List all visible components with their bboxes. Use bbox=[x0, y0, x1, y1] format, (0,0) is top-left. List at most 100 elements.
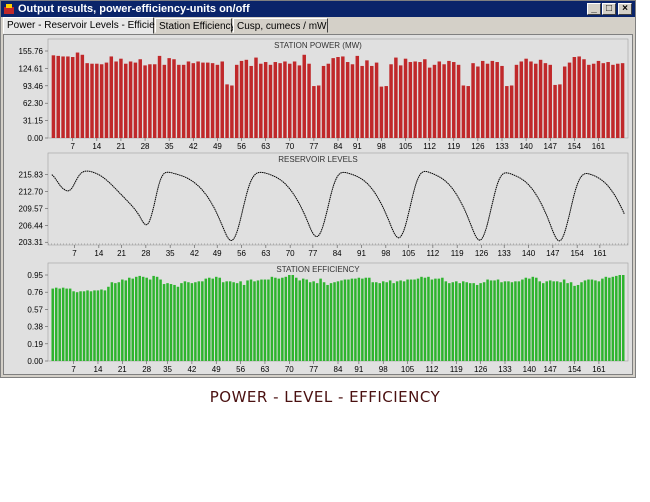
level-plot-area bbox=[47, 152, 629, 246]
efficiency-xtick-label: 21 bbox=[118, 365, 127, 374]
efficiency-xtick-label: 42 bbox=[187, 365, 196, 374]
efficiency-xtick-label: 147 bbox=[544, 365, 558, 374]
efficiency-bar bbox=[503, 281, 507, 361]
power-bar bbox=[51, 55, 56, 138]
level-xtick-label: 28 bbox=[141, 249, 150, 258]
power-bar bbox=[398, 65, 403, 138]
tab-cusp-cumecs[interactable]: Cusp, cumecs / mW bbox=[233, 18, 328, 33]
charts-panel: STATION POWER (MW) 155.76 124.61 93.46 62.30… bbox=[3, 34, 633, 375]
level-xtick-label: 140 bbox=[522, 249, 536, 258]
power-bar bbox=[418, 62, 422, 138]
station-efficiency-chart: STATION EFFICIENCY 0.95 0.76 0.57 0.38 0.19 0.… bbox=[27, 262, 629, 374]
power-chart-title: STATION POWER (MW) bbox=[274, 41, 362, 50]
power-bar bbox=[297, 65, 302, 138]
power-bar bbox=[206, 62, 210, 138]
efficiency-bar bbox=[552, 281, 555, 361]
power-xtick-label: 126 bbox=[471, 142, 485, 151]
tab-power-levels-efficiency[interactable]: Power - Reservoir Levels - Efficiency bbox=[3, 17, 170, 34]
efficiency-bar bbox=[573, 285, 576, 361]
efficiency-bar bbox=[604, 276, 608, 361]
power-bar bbox=[509, 85, 514, 138]
power-bar bbox=[384, 86, 388, 138]
efficiency-bar bbox=[134, 276, 138, 361]
level-xtick-label: 14 bbox=[94, 249, 103, 258]
power-bar bbox=[596, 60, 601, 138]
efficiency-bar bbox=[228, 281, 232, 361]
efficiency-bar bbox=[354, 278, 357, 361]
efficiency-bar bbox=[197, 281, 201, 361]
efficiency-bar bbox=[169, 284, 173, 361]
power-bar bbox=[345, 62, 350, 138]
power-bar bbox=[558, 84, 562, 138]
efficiency-bar bbox=[124, 280, 128, 361]
efficiency-bar bbox=[141, 276, 145, 361]
level-xtick-label: 35 bbox=[166, 249, 175, 258]
power-bar bbox=[124, 63, 128, 139]
efficiency-bar bbox=[187, 282, 190, 361]
power-bar bbox=[355, 55, 360, 138]
power-bar bbox=[288, 63, 292, 139]
power-bar bbox=[350, 64, 355, 138]
efficiency-bar bbox=[68, 288, 72, 361]
power-bar bbox=[452, 62, 456, 138]
efficiency-xtick-label: 119 bbox=[450, 365, 463, 374]
power-bar bbox=[548, 64, 552, 138]
efficiency-bar bbox=[608, 277, 611, 361]
efficiency-bar bbox=[194, 282, 197, 361]
efficiency-bar bbox=[336, 281, 340, 361]
figure-caption: POWER - LEVEL - EFFICIENCY bbox=[209, 388, 441, 406]
efficiency-ytick-label: 0.19 bbox=[27, 340, 43, 349]
efficiency-bar bbox=[434, 278, 437, 361]
power-xtick-label: 154 bbox=[568, 142, 582, 151]
power-bar bbox=[263, 62, 268, 138]
efficiency-bar bbox=[357, 277, 361, 361]
power-bar bbox=[567, 62, 572, 138]
power-bar bbox=[365, 60, 369, 138]
charts-svg: STATION POWER (MW) 155.76 124.61 93.46 62.30… bbox=[19, 38, 629, 374]
efficiency-bar bbox=[298, 280, 301, 361]
title-bar[interactable]: Output results, power-efficiency-units o… bbox=[1, 1, 635, 17]
power-bar bbox=[283, 61, 287, 139]
power-bar bbox=[259, 63, 263, 139]
level-xtick-label: 21 bbox=[117, 249, 126, 258]
power-ytick-label: 124.61 bbox=[19, 64, 44, 73]
power-bar bbox=[562, 66, 567, 138]
efficiency-bar bbox=[301, 278, 305, 361]
efficiency-bar bbox=[284, 276, 288, 361]
power-bar bbox=[114, 61, 118, 139]
efficiency-xtick-label: 49 bbox=[212, 365, 221, 374]
power-ytick-label: 31.15 bbox=[23, 117, 44, 126]
efficiency-bar bbox=[472, 283, 475, 361]
power-bar bbox=[505, 86, 509, 138]
power-bar bbox=[514, 64, 519, 138]
window-title: Output results, power-efficiency-units o… bbox=[18, 3, 250, 15]
power-bar bbox=[437, 61, 442, 139]
efficiency-bar bbox=[468, 283, 472, 361]
close-button[interactable]: × bbox=[618, 3, 632, 15]
efficiency-bar bbox=[232, 282, 235, 361]
power-bar bbox=[331, 58, 335, 138]
efficiency-bar bbox=[96, 290, 100, 361]
efficiency-bar bbox=[159, 279, 162, 361]
maximize-button[interactable]: □ bbox=[602, 3, 616, 15]
power-bar bbox=[225, 84, 229, 138]
efficiency-bar bbox=[555, 281, 559, 361]
efficiency-bar bbox=[166, 283, 169, 361]
minimize-button[interactable]: _ bbox=[587, 3, 601, 15]
level-xtick-label: 112 bbox=[426, 249, 439, 258]
efficiency-ytick-label: 0.76 bbox=[27, 288, 43, 297]
tab-station-efficiency[interactable]: Station Efficiency bbox=[155, 18, 236, 33]
efficiency-bar bbox=[371, 282, 375, 361]
power-bar bbox=[70, 57, 75, 138]
efficiency-xtick-label: 133 bbox=[498, 365, 512, 374]
efficiency-ytick-label: 0.57 bbox=[27, 305, 43, 314]
efficiency-bar bbox=[601, 278, 604, 361]
power-bar bbox=[143, 65, 147, 138]
power-bar bbox=[152, 64, 157, 138]
power-xtick-label: 63 bbox=[261, 142, 270, 151]
power-bar bbox=[210, 63, 215, 138]
power-bar bbox=[490, 60, 495, 138]
power-xtick-label: 35 bbox=[165, 142, 174, 151]
power-bar bbox=[466, 86, 470, 138]
efficiency-bar bbox=[524, 277, 528, 361]
